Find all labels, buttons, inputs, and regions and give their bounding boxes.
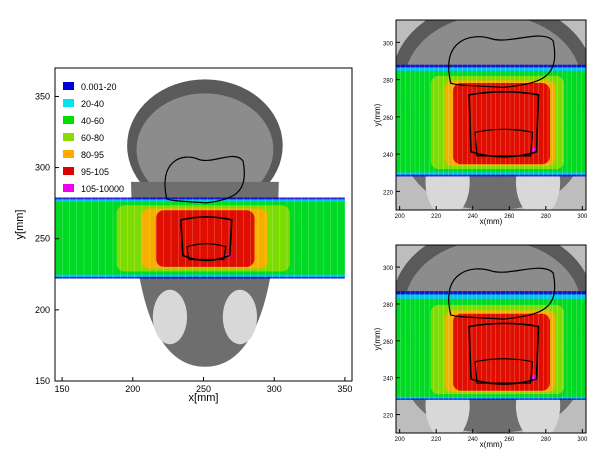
- plot-frame: [395, 244, 587, 434]
- x-tick-label: 300: [577, 214, 588, 220]
- y-tick-label: 200: [35, 305, 50, 315]
- x-tick-label: 280: [541, 214, 552, 220]
- y-tick-label: 250: [35, 234, 50, 244]
- legend-label: 95-105: [81, 167, 109, 177]
- y-tick-label: 300: [383, 41, 394, 47]
- chart-panel-main: 150 200 250 300 350 150 200 250 300 350 x[mm] y[mm]…: [14, 67, 353, 404]
- legend-swatch: [63, 167, 74, 175]
- legend-label: 60-80: [81, 133, 104, 143]
- plot-area: [396, 20, 586, 210]
- x-tick-label: 200: [395, 214, 406, 220]
- y-tick-label: 280: [383, 79, 394, 85]
- y-tick-label: 150: [35, 376, 50, 386]
- x-tick-label: 260: [504, 214, 515, 220]
- brain: [136, 93, 274, 206]
- legend-swatch: [63, 99, 74, 107]
- x-tick-label: 300: [267, 384, 282, 394]
- x-axis-label: x(mm): [480, 217, 503, 226]
- chart-panel-top-right: 200 220 240 260 280 300 220 240 260 280 300 x(mm) y(…: [373, 19, 588, 226]
- x-tick-label: 350: [337, 384, 352, 394]
- y-tick-label: 260: [383, 340, 394, 346]
- legend-swatch: [63, 133, 74, 141]
- y-tick-label: 280: [383, 303, 394, 309]
- legend-label: 20-40: [81, 99, 104, 109]
- orbit-right: [222, 289, 258, 345]
- x-axis-label: x(mm): [480, 440, 503, 449]
- x-tick-label: 240: [468, 437, 479, 443]
- x-axis-label: x[mm]: [189, 392, 219, 404]
- legend-label: 0.001-20: [81, 82, 117, 92]
- y-tick-label: 240: [383, 153, 394, 159]
- x-tick-label: 250: [196, 384, 211, 394]
- x-tick-label: 280: [541, 437, 552, 443]
- plot-area: [55, 68, 352, 381]
- brainstem-contour: [474, 358, 534, 384]
- x-tick-label: 150: [55, 384, 70, 394]
- legend-swatch: [63, 150, 74, 158]
- y-tick-label: 240: [383, 377, 394, 383]
- legend-swatch: [63, 82, 74, 90]
- organ-contour: [448, 267, 556, 320]
- y-tick-label: 350: [35, 91, 50, 101]
- isodose-5: [452, 83, 551, 165]
- y-tick-label: 220: [383, 190, 394, 196]
- x-tick-label: 220: [431, 214, 442, 220]
- legend-swatch: [63, 184, 74, 192]
- isodose-5: [452, 313, 551, 391]
- x-tick-label: 200: [125, 384, 140, 394]
- y-tick-label: 300: [383, 266, 394, 272]
- chart-panel-bottom-right: 200 220 240 260 280 300 220 240 260 280 300 x(mm) y(…: [373, 244, 588, 449]
- y-tick-label: 300: [35, 163, 50, 173]
- x-tick-label: 200: [395, 437, 406, 443]
- y-tick-label: 220: [383, 414, 394, 420]
- x-tick-label: 260: [504, 437, 515, 443]
- x-tick-label: 220: [431, 437, 442, 443]
- legend: 0.001-20 20-40 40-60 60-80 80-95 95-105 105-10…: [63, 82, 124, 194]
- x-tick-label: 300: [577, 437, 588, 443]
- legend-label: 80-95: [81, 150, 104, 160]
- isodose-5: [155, 210, 255, 267]
- legend-label: 40-60: [81, 116, 104, 126]
- brainstem-contour: [474, 128, 534, 157]
- target-contour: [180, 216, 233, 262]
- y-axis-label: y[mm]: [14, 210, 26, 240]
- plot-frame: [395, 19, 587, 211]
- plot-area: [396, 245, 586, 433]
- organ-contour: [448, 35, 556, 88]
- y-axis-label: y(mm): [373, 103, 382, 126]
- orbit-left: [152, 289, 188, 345]
- legend-label: 105-10000: [81, 184, 124, 194]
- y-tick-label: 260: [383, 116, 394, 122]
- legend-swatch: [63, 116, 74, 124]
- organ-contour: [164, 155, 245, 204]
- y-axis-label: y(mm): [373, 327, 382, 350]
- brainstem-contour: [186, 243, 227, 261]
- x-tick-label: 240: [468, 214, 479, 220]
